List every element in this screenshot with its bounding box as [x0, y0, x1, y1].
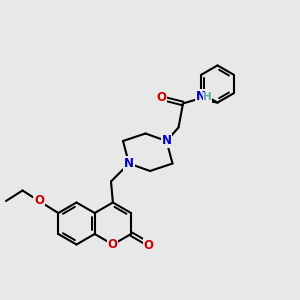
Text: O: O — [34, 194, 44, 208]
Text: O: O — [143, 238, 154, 252]
Text: H: H — [203, 92, 212, 103]
Text: O: O — [156, 91, 166, 104]
Text: N: N — [161, 134, 172, 148]
Text: O: O — [108, 238, 118, 251]
Text: N: N — [196, 89, 206, 103]
Text: N: N — [124, 157, 134, 170]
